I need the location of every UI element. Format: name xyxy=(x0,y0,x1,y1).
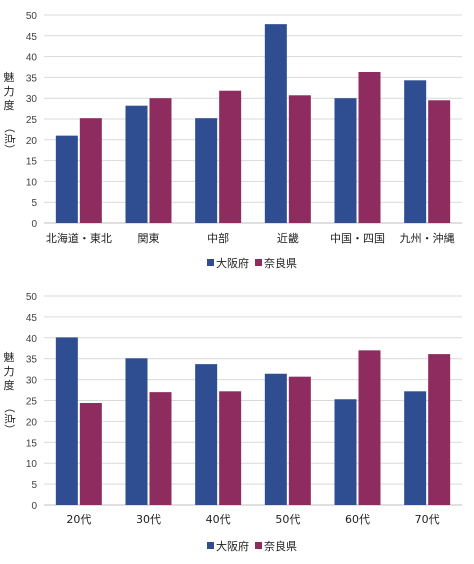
y-tick-label: 15 xyxy=(26,157,38,168)
bar-osaka xyxy=(195,364,218,505)
x-tick-label: 60代 xyxy=(345,513,370,526)
bar-osaka xyxy=(125,105,148,223)
y-tick-label: 25 xyxy=(26,397,38,408)
bar-osaka xyxy=(404,391,427,505)
bar-nara xyxy=(288,376,311,505)
y-tick-label: 30 xyxy=(26,94,38,105)
x-tick-label: 中部 xyxy=(207,231,229,245)
bar-nara xyxy=(149,98,172,223)
x-tick-label: 近畿 xyxy=(277,231,299,245)
bar-osaka xyxy=(404,80,427,223)
x-tick-label: 20代 xyxy=(66,513,91,526)
legend-label: 大阪府 xyxy=(216,256,249,270)
y-tick-label: 15 xyxy=(26,438,38,449)
y-axis-label: 魅 xyxy=(4,350,15,364)
bar-osaka xyxy=(264,24,287,223)
y-tick-label: 25 xyxy=(26,115,38,126)
y-tick-label: 10 xyxy=(26,177,38,188)
y-axis-label: 度 xyxy=(4,378,15,392)
y-tick-label: 35 xyxy=(26,73,38,84)
bar-osaka xyxy=(195,118,218,223)
bar-osaka xyxy=(334,399,357,505)
y-tick-label: 0 xyxy=(31,219,37,230)
bar-nara xyxy=(79,403,102,505)
y-tick-label: 10 xyxy=(26,459,38,470)
bar-nara xyxy=(219,90,242,223)
legend-swatch xyxy=(255,542,262,549)
legend-label: 奈良県 xyxy=(264,539,297,553)
bar-nara xyxy=(358,350,381,505)
chart-1: 0 5 10 15 20 25 30 35 40 45 50 魅力度 （点） 北海道・東北 関東 中部 近畿 中国… xyxy=(3,11,462,270)
y-tick-label: 20 xyxy=(26,417,38,428)
bar-nara xyxy=(219,391,242,505)
bar-nara xyxy=(428,354,451,505)
y-tick-label: 5 xyxy=(31,480,37,491)
y-tick-label: 50 xyxy=(26,292,38,303)
bar-osaka xyxy=(55,337,78,505)
y-tick-label: 40 xyxy=(26,53,38,64)
legend-label: 大阪府 xyxy=(216,539,249,553)
y-axis-label: （点） xyxy=(3,122,16,155)
bar-nara xyxy=(358,71,381,223)
y-tick-label: 30 xyxy=(26,376,38,387)
x-tick-label: 関東 xyxy=(138,232,160,245)
bar-osaka xyxy=(125,358,148,505)
y-axis-label: 力 xyxy=(4,85,15,98)
legend-label: 奈良県 xyxy=(264,256,297,270)
x-tick-label: 50代 xyxy=(275,513,300,526)
y-tick-label: 45 xyxy=(26,32,38,43)
y-axis-label: 魅 xyxy=(4,70,15,84)
y-axis-label: 力 xyxy=(4,365,15,378)
bar-osaka xyxy=(334,98,357,223)
legend-swatch xyxy=(255,259,262,266)
x-tick-label: 30代 xyxy=(136,513,161,526)
bar-nara xyxy=(79,118,102,223)
y-tick-label: 20 xyxy=(26,136,38,147)
bar-nara xyxy=(149,392,172,505)
chart-2: 0 5 10 15 20 25 30 35 40 45 50 魅力度 （点） 20代 30代 40代 50代 60… xyxy=(3,292,462,553)
legend-swatch xyxy=(207,259,214,266)
legend-swatch xyxy=(207,542,214,549)
bar-osaka xyxy=(264,373,287,505)
x-tick-label: 40代 xyxy=(206,513,231,526)
bar-nara xyxy=(288,95,311,223)
bar-nara xyxy=(428,100,451,223)
y-tick-label: 50 xyxy=(26,11,38,22)
y-axis-label: 度 xyxy=(4,98,15,112)
y-tick-label: 45 xyxy=(26,313,38,324)
x-tick-label: 九州・沖縄 xyxy=(400,231,455,245)
y-tick-label: 35 xyxy=(26,355,38,366)
x-tick-label: 70代 xyxy=(415,513,440,526)
y-tick-label: 0 xyxy=(31,501,37,512)
y-tick-label: 5 xyxy=(31,198,37,209)
bar-osaka xyxy=(55,135,78,223)
y-axis-label: （点） xyxy=(3,402,16,435)
x-tick-label: 中国・四国 xyxy=(330,232,385,245)
y-tick-label: 40 xyxy=(26,334,38,345)
x-tick-label: 北海道・東北 xyxy=(46,231,112,245)
